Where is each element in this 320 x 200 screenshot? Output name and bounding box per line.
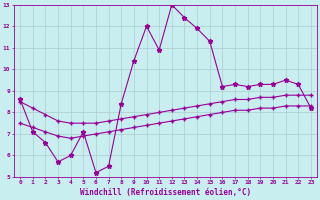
X-axis label: Windchill (Refroidissement éolien,°C): Windchill (Refroidissement éolien,°C) [80,188,251,197]
